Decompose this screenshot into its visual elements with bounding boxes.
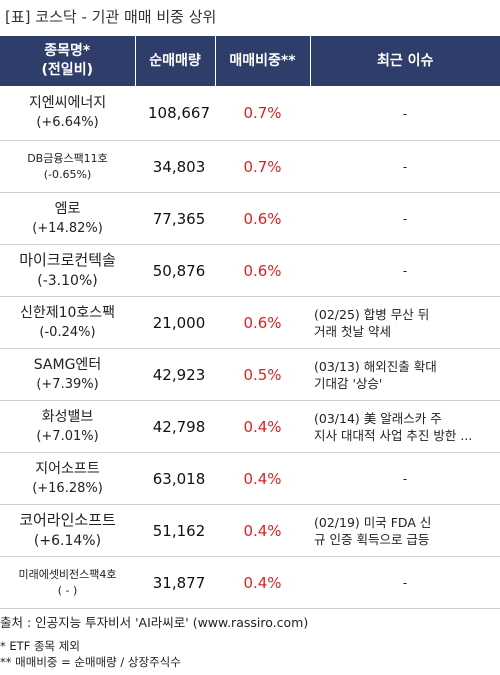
issue-line-2: 거래 첫날 약세 <box>314 323 391 339</box>
trade-ratio: 0.4% <box>215 452 310 505</box>
stock-cell: 미래에셋비전스팩4호 ( - ) <box>0 556 135 609</box>
net-volume: 51,162 <box>135 504 215 557</box>
net-volume: 42,923 <box>135 348 215 401</box>
table-row: DB금융스팩11호 (-0.65%) 34,803 0.7% - <box>0 140 500 193</box>
header-net-volume: 순매매량 <box>135 36 216 86</box>
table-row: SAMG엔터 (+7.39%) 42,923 0.5% (03/13) 해외진출… <box>0 348 500 401</box>
trade-ratio: 0.5% <box>215 348 310 401</box>
header-stock-name: 종목명* (전일비) <box>0 36 136 86</box>
trade-ratio: 0.6% <box>215 244 310 297</box>
issue-line-1: (02/25) 합병 무산 뒤 <box>314 306 430 322</box>
header-recent-issue: 최근 이슈 <box>310 36 500 86</box>
trade-ratio: 0.4% <box>215 400 310 453</box>
recent-issue: (03/13) 해외진출 확대 기대감 '상승' <box>310 348 500 401</box>
recent-issue: - <box>310 452 500 505</box>
table-row: 미래에셋비전스팩4호 ( - ) 31,877 0.4% - <box>0 556 500 609</box>
stock-change: (+14.82%) <box>32 220 103 236</box>
stock-change: (-0.65%) <box>43 167 92 181</box>
trade-ratio: 0.4% <box>215 504 310 557</box>
recent-issue: (03/14) 美 알래스카 주 지사 대대적 사업 추진 방한 ... <box>310 400 500 453</box>
stock-change: (+7.39%) <box>36 376 99 392</box>
issue-line-2: 기대감 '상승' <box>314 375 383 391</box>
table-row: 코어라인소프트 (+6.14%) 51,162 0.4% (02/19) 미국 … <box>0 504 500 557</box>
stock-name: 지어소프트 <box>35 460 100 477</box>
stock-cell: 마이크로컨텍솔 (-3.10%) <box>0 244 135 297</box>
stock-name: 미래에셋비전스팩4호 <box>18 567 117 581</box>
recent-issue: - <box>310 192 500 245</box>
header-stock-name-line2: (전일비) <box>41 62 93 78</box>
recent-issue: - <box>310 86 500 141</box>
trade-ratio: 0.6% <box>215 296 310 349</box>
etf-exclusion-note: * ETF 종목 제외 <box>0 639 80 653</box>
source-note: 출처 : 인공지능 투자비서 'AI라씨로' (www.rassiro.com) <box>0 615 309 630</box>
stock-name: 화성밸브 <box>41 408 94 425</box>
header-trade-ratio: 매매비중** <box>215 36 311 86</box>
stock-name: SAMG엔터 <box>33 356 102 373</box>
stock-cell: DB금융스팩11호 (-0.65%) <box>0 140 135 193</box>
net-volume: 63,018 <box>135 452 215 505</box>
recent-issue: - <box>310 556 500 609</box>
stock-cell: 화성밸브 (+7.01%) <box>0 400 135 453</box>
stock-change: (-3.10%) <box>37 273 98 289</box>
table-row: 마이크로컨텍솔 (-3.10%) 50,876 0.6% - <box>0 244 500 297</box>
issue-line-2: 규 인증 획득으로 급등 <box>314 531 430 547</box>
table-row: 엠로 (+14.82%) 77,365 0.6% - <box>0 192 500 245</box>
issue-line-2: 지사 대대적 사업 추진 방한 ... <box>314 427 473 443</box>
stock-cell: 지어소프트 (+16.28%) <box>0 452 135 505</box>
table-header-row: 종목명* (전일비) 순매매량 매매비중** 최근 이슈 <box>0 36 500 86</box>
trading-ratio-table: 종목명* (전일비) 순매매량 매매비중** 최근 이슈 지엔씨에너지 (+6.… <box>0 36 500 609</box>
stock-name: 코어라인소프트 <box>19 511 116 529</box>
net-volume: 21,000 <box>135 296 215 349</box>
recent-issue: (02/25) 합병 무산 뒤 거래 첫날 약세 <box>310 296 500 349</box>
trade-ratio: 0.7% <box>215 140 310 193</box>
stock-change: (+6.64%) <box>36 115 99 130</box>
stock-cell: 코어라인소프트 (+6.14%) <box>0 504 135 557</box>
trade-ratio: 0.4% <box>215 556 310 609</box>
table-row: 신한제10호스팩 (-0.24%) 21,000 0.6% (02/25) 합병… <box>0 296 500 349</box>
stock-name: DB금융스팩11호 <box>27 151 108 165</box>
trade-ratio: 0.6% <box>215 192 310 245</box>
stock-change: ( - ) <box>57 583 78 597</box>
issue-line-1: (03/13) 해외진출 확대 <box>314 358 437 374</box>
net-volume: 31,877 <box>135 556 215 609</box>
page-title: [표] 코스닥 - 기관 매매 비중 상위 <box>5 8 217 26</box>
stock-cell: SAMG엔터 (+7.39%) <box>0 348 135 401</box>
issue-line-1: (03/14) 美 알래스카 주 <box>314 410 442 426</box>
net-volume: 42,798 <box>135 400 215 453</box>
stock-change: (+16.28%) <box>32 480 103 496</box>
recent-issue: (02/19) 미국 FDA 신 규 인증 획득으로 급등 <box>310 504 500 557</box>
net-volume: 50,876 <box>135 244 215 297</box>
net-volume: 108,667 <box>135 86 215 141</box>
table-row: 지어소프트 (+16.28%) 63,018 0.4% - <box>0 452 500 505</box>
stock-change: (-0.24%) <box>39 324 96 340</box>
header-stock-name-line1: 종목명* <box>44 43 91 59</box>
stock-name: 마이크로컨텍솔 <box>19 251 116 269</box>
stock-change: (+7.01%) <box>36 428 99 444</box>
recent-issue: - <box>310 244 500 297</box>
net-volume: 77,365 <box>135 192 215 245</box>
stock-cell: 지엔씨에너지 (+6.64%) <box>0 86 135 141</box>
stock-cell: 엠로 (+14.82%) <box>0 192 135 245</box>
stock-name: 지엔씨에너지 <box>28 95 107 111</box>
stock-name: 신한제10호스팩 <box>19 304 116 321</box>
issue-line-1: (02/19) 미국 FDA 신 <box>314 514 432 530</box>
table-row: 화성밸브 (+7.01%) 42,798 0.4% (03/14) 美 알래스카… <box>0 400 500 453</box>
recent-issue: - <box>310 140 500 193</box>
ratio-definition-note: ** 매매비중 = 순매매량 / 상장주식수 <box>0 655 181 669</box>
stock-change: (+6.14%) <box>33 533 102 549</box>
stock-cell: 신한제10호스팩 (-0.24%) <box>0 296 135 349</box>
table-row: 지엔씨에너지 (+6.64%) 108,667 0.7% - <box>0 86 500 141</box>
net-volume: 34,803 <box>135 140 215 193</box>
stock-name: 엠로 <box>54 200 81 217</box>
trade-ratio: 0.7% <box>215 86 310 141</box>
